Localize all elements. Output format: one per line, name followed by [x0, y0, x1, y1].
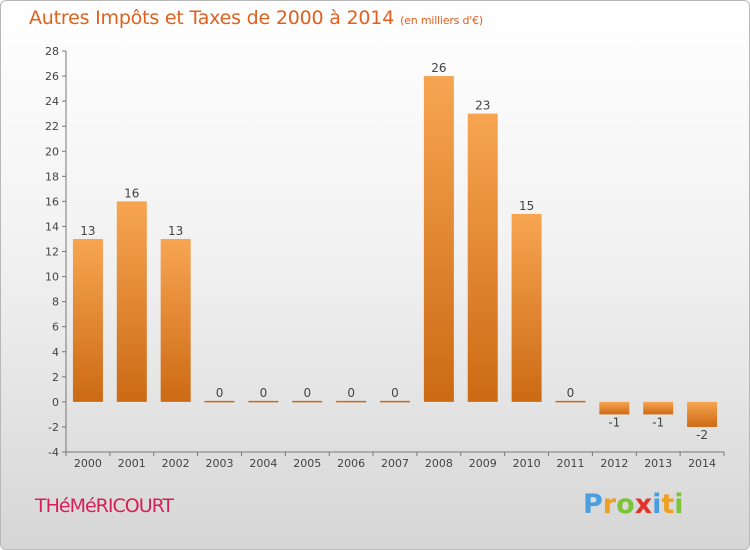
x-tick-label: 2012	[600, 457, 628, 470]
logo-letter: r	[602, 489, 617, 520]
y-tick-label: 8	[52, 296, 59, 309]
bar	[116, 201, 147, 402]
y-tick-label: -2	[48, 421, 59, 434]
x-tick-label: 2000	[74, 457, 102, 470]
data-label: 0	[391, 386, 399, 400]
logo-letter: i	[652, 489, 662, 520]
y-tick-label: -4	[48, 446, 59, 459]
y-tick-label: 24	[45, 95, 59, 108]
bar	[511, 213, 542, 402]
bar	[687, 401, 718, 427]
x-tick-label: 2003	[206, 457, 234, 470]
logo-letter: t	[661, 489, 675, 520]
x-tick-label: 2010	[513, 457, 541, 470]
data-label: -1	[652, 415, 664, 429]
data-label: 26	[431, 61, 446, 75]
y-tick-label: 22	[45, 120, 59, 133]
data-label: 23	[475, 99, 490, 113]
chart-title-text: Autres Impôts et Taxes de 2000 à 2014	[29, 7, 395, 29]
y-tick-label: 6	[52, 321, 59, 334]
data-label: 0	[567, 386, 575, 400]
bar	[423, 76, 454, 402]
y-tick-label: 10	[45, 271, 59, 284]
data-label: 0	[347, 386, 355, 400]
logo-letter: P	[583, 489, 603, 520]
bar	[248, 400, 279, 403]
logo-letter: o	[616, 489, 635, 520]
bar	[204, 400, 235, 403]
y-tick-label: 16	[45, 195, 59, 208]
bar	[643, 401, 674, 415]
x-tick-label: 2009	[469, 457, 497, 470]
chart-title: Autres Impôts et Taxes de 2000 à 2014 (en…	[29, 7, 483, 29]
chart-subtitle: (en milliers d'€)	[400, 14, 483, 27]
x-tick-label: 2001	[118, 457, 146, 470]
x-tick-label: 2005	[293, 457, 321, 470]
bar	[292, 400, 323, 403]
x-tick-label: 2004	[249, 457, 277, 470]
x-tick-label: 2007	[381, 457, 409, 470]
y-tick-label: 2	[52, 371, 59, 384]
proxiti-logo: Proxiti	[583, 489, 684, 520]
y-tick-label: 26	[45, 70, 59, 83]
data-label: 0	[216, 386, 224, 400]
y-tick-label: 20	[45, 145, 59, 158]
y-tick-label: 0	[52, 396, 59, 409]
y-tick-label: 18	[45, 170, 59, 183]
data-label: -2	[696, 428, 708, 442]
y-tick-label: 28	[45, 45, 59, 58]
y-tick-label: 12	[45, 246, 59, 259]
x-tick-label: 2006	[337, 457, 365, 470]
bar	[599, 401, 630, 415]
bar	[555, 400, 586, 403]
bar	[467, 113, 498, 402]
data-label: 15	[519, 199, 534, 213]
bar	[72, 238, 103, 402]
logo-letter: i	[674, 489, 684, 520]
data-label: 13	[168, 224, 183, 238]
y-tick-label: 4	[52, 346, 59, 359]
data-label: 0	[303, 386, 311, 400]
bar	[336, 400, 367, 403]
x-tick-label: 2002	[162, 457, 190, 470]
y-tick-label: 14	[45, 220, 59, 233]
x-tick-label: 2008	[425, 457, 453, 470]
x-tick-label: 2014	[688, 457, 716, 470]
x-tick-label: 2013	[644, 457, 672, 470]
data-label: -1	[608, 415, 620, 429]
commune-name: THéMéRICOURT	[35, 495, 174, 517]
data-label: 16	[124, 186, 139, 200]
data-label: 13	[80, 224, 95, 238]
logo-letter: x	[634, 489, 653, 520]
x-tick-label: 2011	[556, 457, 584, 470]
data-label: 0	[260, 386, 268, 400]
bar	[380, 400, 410, 403]
bar	[160, 238, 191, 402]
